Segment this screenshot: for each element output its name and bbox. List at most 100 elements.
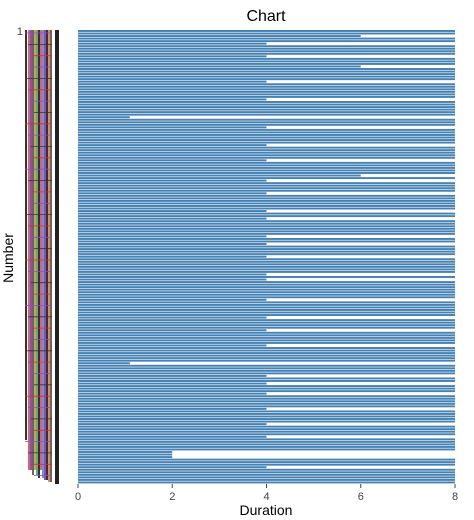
- bar: [78, 136, 455, 139]
- bar: [78, 194, 455, 197]
- bar: [78, 433, 455, 436]
- bar: [78, 281, 455, 284]
- bar: [78, 402, 455, 405]
- bar: [78, 255, 267, 258]
- bar: [78, 47, 455, 50]
- bar: [78, 329, 267, 332]
- bar: [78, 90, 455, 93]
- bar: [78, 265, 455, 268]
- bar: [78, 98, 267, 101]
- x-tick-label: 8: [452, 491, 458, 503]
- bar: [78, 314, 455, 317]
- bar: [78, 166, 455, 169]
- bar: [78, 106, 455, 109]
- bar: [78, 235, 267, 238]
- bar: [78, 248, 455, 251]
- bar: [78, 260, 455, 263]
- x-tick-label: 4: [263, 491, 269, 503]
- bar: [78, 55, 267, 58]
- bar: [78, 172, 455, 174]
- bar: [78, 481, 455, 484]
- bar: [78, 169, 455, 172]
- bar: [78, 438, 455, 441]
- bar: [78, 199, 455, 202]
- bar: [78, 387, 455, 390]
- bar: [78, 75, 455, 78]
- bar: [78, 344, 267, 347]
- bar: [78, 123, 455, 126]
- bar: [78, 70, 455, 73]
- bar: [78, 253, 455, 256]
- bar: [78, 466, 267, 469]
- bar: [78, 35, 361, 38]
- y-tick-label: 1: [17, 26, 23, 38]
- bar: [78, 359, 455, 362]
- bar: [78, 364, 455, 367]
- bar: [78, 278, 267, 281]
- bar: [78, 443, 455, 446]
- bar: [78, 154, 455, 157]
- bar: [78, 164, 455, 167]
- bars-group: [78, 30, 455, 484]
- bar: [78, 250, 455, 253]
- bar: [78, 227, 455, 230]
- bar: [78, 258, 455, 261]
- x-tick-label: 2: [169, 491, 175, 503]
- bar: [78, 308, 455, 311]
- bar: [78, 423, 267, 426]
- bar: [78, 453, 173, 456]
- bar: [78, 448, 455, 451]
- bar: [78, 352, 455, 355]
- bar: [78, 95, 455, 98]
- bar: [78, 65, 361, 68]
- bar: [78, 57, 455, 60]
- bar: [78, 215, 455, 218]
- bar: [78, 108, 455, 111]
- bar: [78, 395, 455, 398]
- bar: [78, 93, 455, 96]
- bar: [78, 303, 455, 306]
- bar: [78, 50, 455, 53]
- bar: [78, 349, 455, 352]
- bar: [78, 385, 455, 388]
- bar: [78, 324, 455, 327]
- bar: [78, 73, 455, 76]
- bar: [78, 476, 455, 479]
- bar: [78, 161, 455, 164]
- bar: [78, 225, 455, 228]
- bar: [78, 435, 267, 438]
- bar: [78, 380, 455, 382]
- bar: [78, 128, 455, 131]
- bar: [78, 468, 455, 471]
- row-dendrogram: [25, 30, 59, 484]
- bar: [78, 78, 455, 81]
- bar: [78, 273, 267, 276]
- bar: [78, 45, 455, 48]
- bar: [78, 83, 455, 86]
- bar: [78, 425, 455, 428]
- bar: [78, 291, 455, 294]
- bar: [78, 451, 173, 453]
- bar: [78, 113, 455, 116]
- bar: [78, 159, 267, 162]
- bar: [78, 207, 455, 210]
- bar: [78, 369, 455, 372]
- bar: [78, 418, 455, 420]
- bar: [78, 146, 455, 149]
- chart-title: Chart: [246, 8, 286, 25]
- bar: [78, 445, 455, 448]
- bar: [78, 428, 455, 431]
- bar: [78, 192, 267, 195]
- bar: [78, 341, 455, 344]
- bar: [78, 367, 455, 370]
- bar: [78, 202, 455, 205]
- bar: [78, 184, 455, 187]
- bar: [78, 139, 455, 141]
- bar: [78, 331, 455, 334]
- bar: [78, 189, 455, 192]
- bar: [78, 263, 455, 266]
- bar: [78, 232, 455, 235]
- bar: [78, 220, 455, 223]
- bar: [78, 268, 455, 271]
